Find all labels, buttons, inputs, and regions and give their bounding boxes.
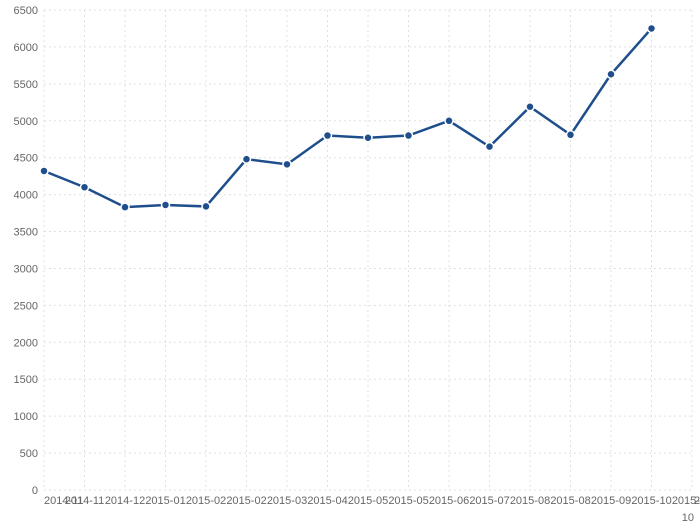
series-marker [648,24,656,32]
y-tick-label: 3500 [14,227,38,239]
series-marker [607,70,615,78]
x-tick-label: 2015-02 [186,495,226,507]
series-marker [202,202,210,210]
x-tick-label: 2015-01 [145,495,185,507]
series-marker [567,131,575,139]
series-marker [405,132,413,140]
series-marker [121,203,129,211]
y-tick-label: 500 [20,448,38,460]
y-tick-label: 1000 [14,411,38,423]
series-marker [445,117,453,125]
series-marker [283,160,291,168]
y-tick-label: 1500 [14,374,38,386]
y-tick-label: 2000 [14,337,38,349]
x-tick-label: 2015-02 [226,495,266,507]
y-tick-label: 6000 [14,42,38,54]
series-marker [243,155,251,163]
series-marker [324,132,332,140]
x-tick-label: 2015-08 [550,495,590,507]
line-chart: 0 500 1000 1500 2000 2500 3000 3500 4000 4500 5000… [0,0,700,527]
y-tick-label: 2500 [14,300,38,312]
x-tick-label: 2014-11 [65,495,105,507]
x-tick-label: 2015-03 [267,495,307,507]
y-tick-label: 4500 [14,153,38,165]
series-marker [364,134,372,142]
x-tick-label: 2015-09 [591,495,631,507]
x-tick-label: 2015-05 [388,495,428,507]
series-marker [40,167,48,175]
x-tick-label: 2015-07 [469,495,509,507]
series-marker [162,201,170,209]
y-tick-label: 4000 [14,190,38,202]
series-marker [526,103,534,111]
x-tick-label-overflow: 20 [694,495,700,507]
corner-label: 10 [682,512,694,524]
x-tick-label: 2014-12 [105,495,145,507]
y-tick-label: 5000 [14,116,38,128]
x-tick-label: 2015-05 [348,495,388,507]
y-tick-label: 0 [32,485,38,497]
series-marker [486,143,494,151]
y-tick-label: 5500 [14,79,38,91]
chart-svg: 0 500 1000 1500 2000 2500 3000 3500 4000 4500 5000… [0,0,700,527]
x-tick-label: 2015-06 [429,495,469,507]
x-tick-label: 2015-04 [307,495,347,507]
y-tick-label: 6500 [14,5,38,17]
y-tick-label: 3000 [14,263,38,275]
x-tick-label: 2015-10 [631,495,671,507]
series-marker [81,183,89,191]
x-tick-label: 2015-08 [510,495,550,507]
